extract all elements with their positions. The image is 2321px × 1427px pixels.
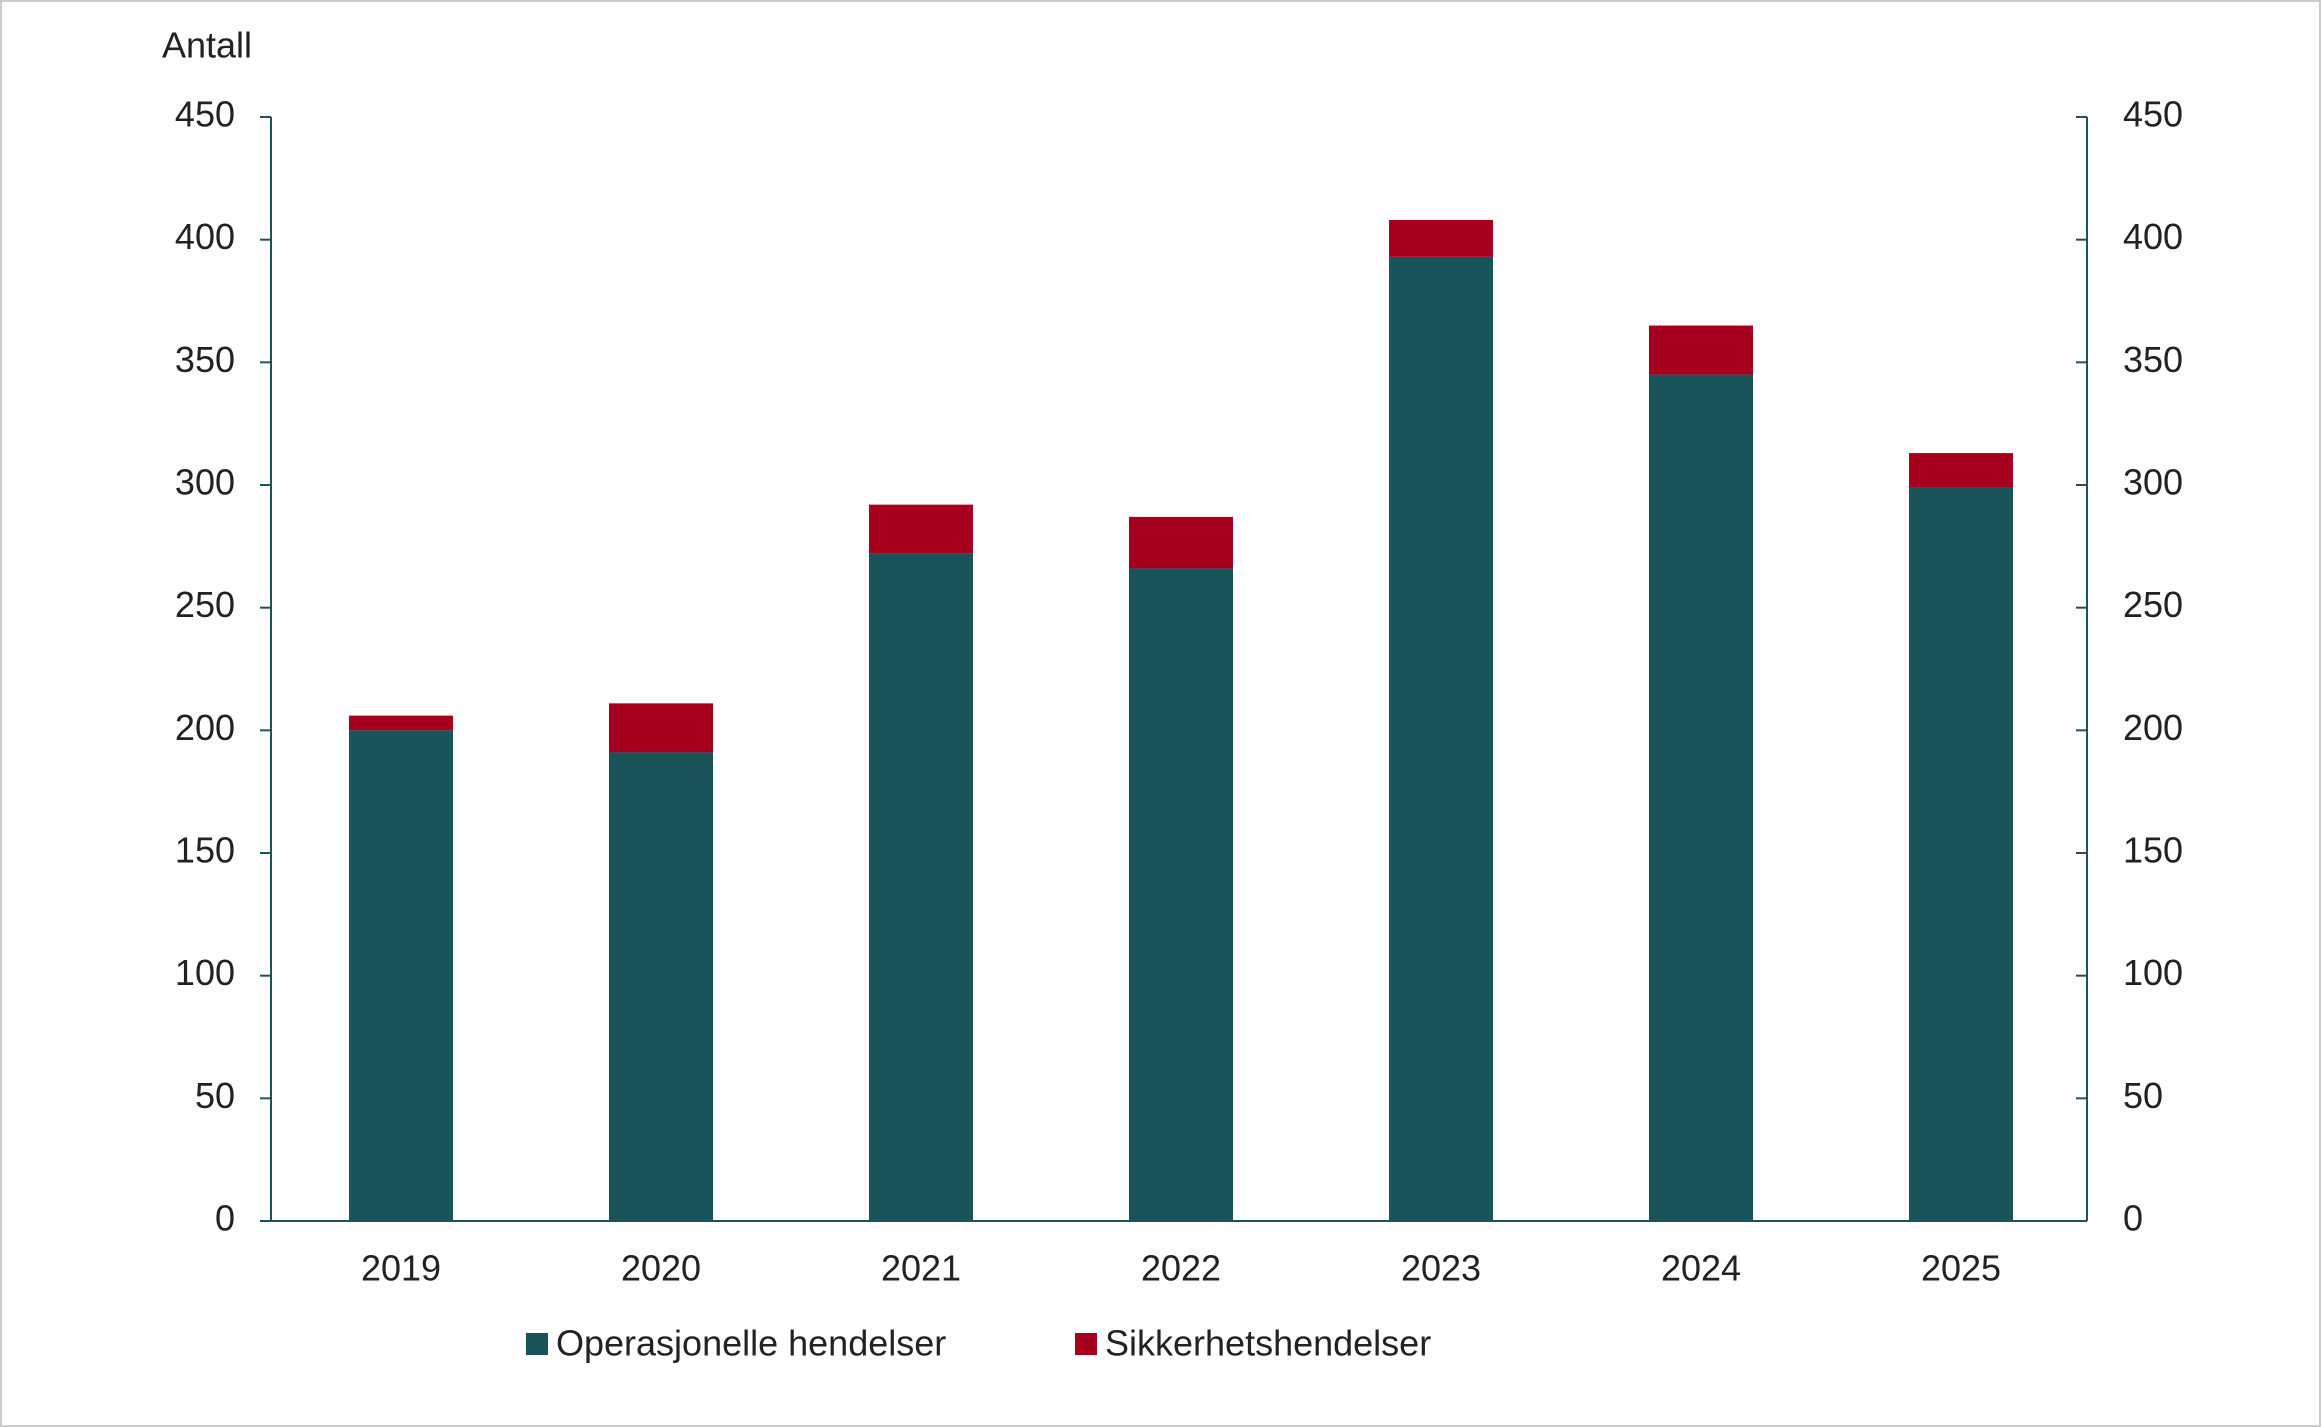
y-tick-label: 100 xyxy=(175,952,235,993)
bar-segment xyxy=(1129,568,1233,1221)
bar-segment xyxy=(349,715,453,731)
bar-segment xyxy=(1649,325,1753,375)
y-tick-label: 200 xyxy=(175,707,235,748)
y2-tick-label: 400 xyxy=(2123,216,2183,257)
y2-tick-label: 150 xyxy=(2123,830,2183,871)
x-tick-label: 2024 xyxy=(1661,1248,1741,1289)
x-tick-label: 2022 xyxy=(1141,1248,1221,1289)
legend-label: Sikkerhetshendelser xyxy=(1105,1323,1431,1364)
x-tick-label: 2023 xyxy=(1401,1248,1481,1289)
y2-tick-label: 0 xyxy=(2123,1198,2143,1239)
x-tick-label: 2021 xyxy=(881,1248,961,1289)
bar-segment xyxy=(609,703,713,753)
y-tick-label: 50 xyxy=(195,1075,235,1116)
legend-label: Operasjonelle hendelser xyxy=(556,1323,946,1364)
y2-tick-label: 100 xyxy=(2123,952,2183,993)
y2-tick-label: 300 xyxy=(2123,462,2183,503)
y2-tick-label: 450 xyxy=(2123,94,2183,135)
y2-tick-label: 250 xyxy=(2123,584,2183,625)
bar-segment xyxy=(1649,374,1753,1222)
y-tick-label: 350 xyxy=(175,339,235,380)
y-tick-label: 0 xyxy=(215,1198,235,1239)
bar-segment xyxy=(1129,516,1233,569)
y2-tick-label: 350 xyxy=(2123,339,2183,380)
y2-tick-label: 50 xyxy=(2123,1075,2163,1116)
bar-segment xyxy=(609,752,713,1221)
bar-segment xyxy=(1909,453,2013,488)
y-axis-label: Antall xyxy=(162,25,252,66)
y-tick-label: 450 xyxy=(175,94,235,135)
bar-segment xyxy=(1389,220,1493,257)
y-tick-label: 300 xyxy=(175,462,235,503)
y-tick-label: 150 xyxy=(175,830,235,871)
y2-tick-label: 200 xyxy=(2123,707,2183,748)
bar-segment xyxy=(869,553,973,1221)
x-tick-label: 2025 xyxy=(1921,1248,2001,1289)
legend-swatch xyxy=(1075,1333,1097,1355)
bar-segment xyxy=(1909,487,2013,1221)
y-tick-label: 250 xyxy=(175,584,235,625)
x-tick-label: 2019 xyxy=(361,1248,441,1289)
bar-segment xyxy=(869,504,973,554)
y-tick-label: 400 xyxy=(175,216,235,257)
bar-segment xyxy=(349,730,453,1221)
bar-segment xyxy=(1389,256,1493,1222)
x-tick-label: 2020 xyxy=(621,1248,701,1289)
legend-swatch xyxy=(526,1333,548,1355)
